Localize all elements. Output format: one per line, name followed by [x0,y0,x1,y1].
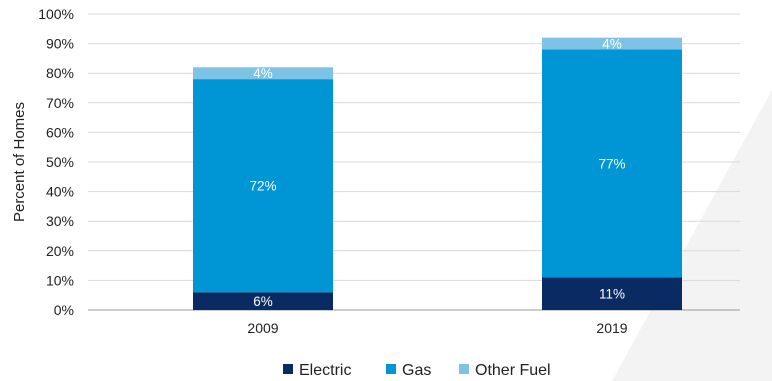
y-tick-label: 40% [46,184,74,200]
y-tick-label: 100% [38,6,74,22]
legend-swatch [283,364,293,374]
y-tick-label: 70% [46,95,74,111]
x-tick-label: 2009 [247,320,278,336]
data-label: 4% [253,66,273,81]
legend: Electric Gas Other Fuel [283,362,551,379]
y-tick-label: 10% [46,272,74,288]
bar-gas-2009 [193,79,333,293]
data-label: 11% [599,287,625,302]
x-tick-label: 2019 [596,320,627,336]
y-tick-label: 90% [46,36,74,52]
bar-electric-2009 [193,292,333,310]
y-tick-label: 20% [46,243,74,259]
x-axis-ticks: 2009 2019 [247,320,627,336]
bar-other-fuel-2009 [193,67,333,80]
legend-swatch [459,364,469,374]
y-axis-title: Percent of Homes [11,102,28,222]
bars: 6% 72% 4% 11% 77% 4% [193,37,682,310]
legend-label: Other Fuel [475,362,551,379]
y-tick-label: 80% [46,65,74,81]
y-axis-ticks: 0% 10% 20% 30% 40% 50% 60% 70% 80% 90% 100% [38,6,74,318]
y-tick-label: 0% [54,302,74,318]
legend-swatch [386,364,396,374]
data-label: 6% [253,294,273,309]
data-label: 77% [598,156,625,171]
data-label: 72% [249,179,276,194]
legend-label: Electric [299,362,351,379]
bar-gas-2019 [542,49,682,278]
bar-other-fuel-2019 [542,37,682,50]
y-tick-label: 60% [46,124,74,140]
data-label: 4% [602,37,622,52]
legend-label: Gas [402,362,431,379]
y-tick-label: 50% [46,154,74,170]
bar-electric-2019 [542,277,682,310]
y-tick-label: 30% [46,213,74,229]
